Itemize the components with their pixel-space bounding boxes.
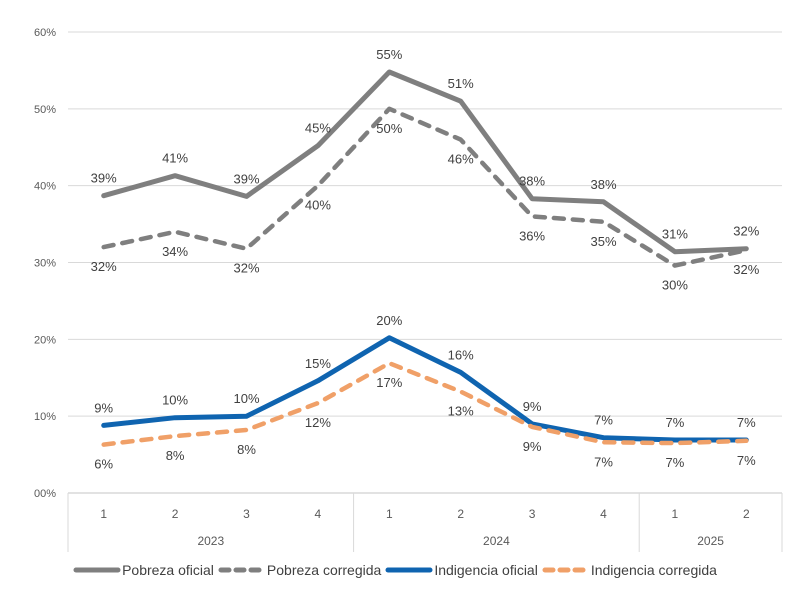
x-tick-label: 1 [100, 507, 107, 521]
x-tick-label: 1 [386, 507, 393, 521]
series-line-pobreza-oficial [101, 69, 749, 255]
data-label: 7% [737, 415, 756, 430]
legend: Pobreza oficial Pobreza corregida Indigenc… [0, 562, 790, 578]
data-label: 17% [376, 375, 402, 390]
x-tick-label: 2 [457, 507, 464, 521]
data-label: 55% [376, 47, 402, 62]
data-labels: 39% 41% 39% 45% 55% 51% 38% 38% 31% 32% 32% 34% 32% 4… [91, 47, 760, 472]
data-label: 32% [733, 224, 759, 239]
y-tick-label: 30% [34, 258, 56, 270]
data-label: 9% [523, 439, 542, 454]
data-label: 31% [662, 227, 688, 242]
y-tick-label: 10% [34, 411, 56, 423]
legend-swatch-icon [385, 567, 433, 573]
data-label: 32% [233, 261, 259, 276]
legend-item: Pobreza corregida [218, 562, 381, 578]
data-label: 9% [94, 400, 113, 415]
data-label: 7% [666, 415, 685, 430]
data-label: 34% [162, 244, 188, 259]
gridlines [68, 31, 782, 417]
data-label: 10% [162, 393, 188, 408]
data-label: 50% [376, 121, 402, 136]
data-label: 39% [91, 171, 117, 186]
data-label: 45% [305, 121, 331, 136]
y-axis: 00% 10% 20% 30% 40% 50% 60% [34, 27, 56, 500]
x-tick-label: 4 [315, 507, 322, 521]
series-lines [101, 69, 749, 447]
data-label: 15% [305, 356, 331, 371]
data-label: 10% [233, 391, 259, 406]
data-label: 41% [162, 151, 188, 166]
y-tick-label: 00% [34, 488, 56, 500]
data-label: 32% [733, 262, 759, 277]
data-label: 13% [448, 404, 474, 419]
data-label: 38% [590, 177, 616, 192]
data-label: 40% [305, 198, 331, 213]
data-label: 46% [448, 152, 474, 167]
x-axis: 1 2 3 4 1 2 3 4 1 2 2023 2024 2025 [67, 492, 783, 552]
x-tick-label: 4 [600, 507, 607, 521]
series-line-indigencia-oficial [101, 335, 749, 443]
x-group-label: 2023 [197, 534, 224, 548]
data-label: 12% [305, 415, 331, 430]
legend-label: Pobreza oficial [122, 562, 214, 578]
data-label: 39% [233, 171, 259, 186]
x-tick-label: 2 [743, 507, 750, 521]
legend-label: Indigencia oficial [434, 562, 538, 578]
data-label: 20% [376, 313, 402, 328]
data-label: 9% [523, 399, 542, 414]
y-tick-label: 50% [34, 104, 56, 116]
legend-label: Indigencia corregida [590, 562, 717, 578]
legend-item: Indigencia corregida [542, 562, 717, 578]
data-label: 30% [662, 278, 688, 293]
y-tick-label: 40% [34, 181, 56, 193]
data-label: 7% [594, 454, 613, 469]
data-label: 16% [448, 347, 474, 362]
data-label: 7% [666, 455, 685, 470]
data-label: 51% [448, 76, 474, 91]
data-label: 35% [590, 234, 616, 249]
data-label: 8% [237, 442, 256, 457]
legend-swatch-icon [73, 567, 121, 573]
series-line-indigencia-corregida [101, 360, 749, 447]
y-tick-label: 20% [34, 334, 56, 346]
legend-item: Indigencia oficial [385, 562, 538, 578]
legend-swatch-icon [542, 567, 590, 573]
x-tick-label: 2 [172, 507, 179, 521]
x-tick-label: 3 [529, 507, 536, 521]
data-label: 32% [91, 259, 117, 274]
legend-swatch-icon [218, 567, 266, 573]
x-group-label: 2025 [697, 534, 724, 548]
data-label: 38% [519, 174, 545, 189]
data-label: 7% [594, 413, 613, 428]
data-label: 8% [166, 448, 185, 463]
series-line-pobreza-corregida [101, 106, 749, 268]
x-tick-label: 3 [243, 507, 250, 521]
x-group-label: 2024 [483, 534, 510, 548]
legend-item: Pobreza oficial [73, 562, 214, 578]
data-label: 7% [737, 453, 756, 468]
data-label: 6% [94, 457, 113, 472]
y-tick-label: 60% [34, 27, 56, 39]
legend-label: Pobreza corregida [266, 562, 382, 578]
data-label: 36% [519, 228, 545, 243]
x-tick-label: 1 [672, 507, 679, 521]
